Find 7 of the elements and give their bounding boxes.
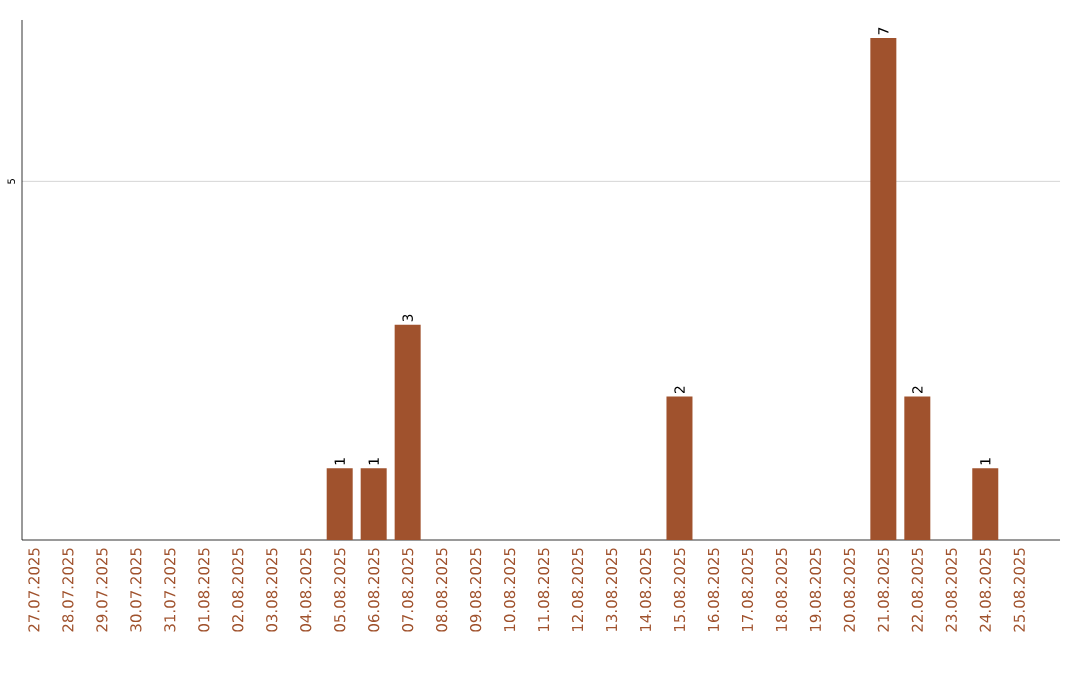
bar xyxy=(972,468,999,540)
bar xyxy=(326,468,353,540)
bar xyxy=(870,37,897,540)
bar xyxy=(666,396,693,540)
bar xyxy=(394,324,421,540)
bar xyxy=(904,396,931,540)
bar xyxy=(360,468,387,540)
